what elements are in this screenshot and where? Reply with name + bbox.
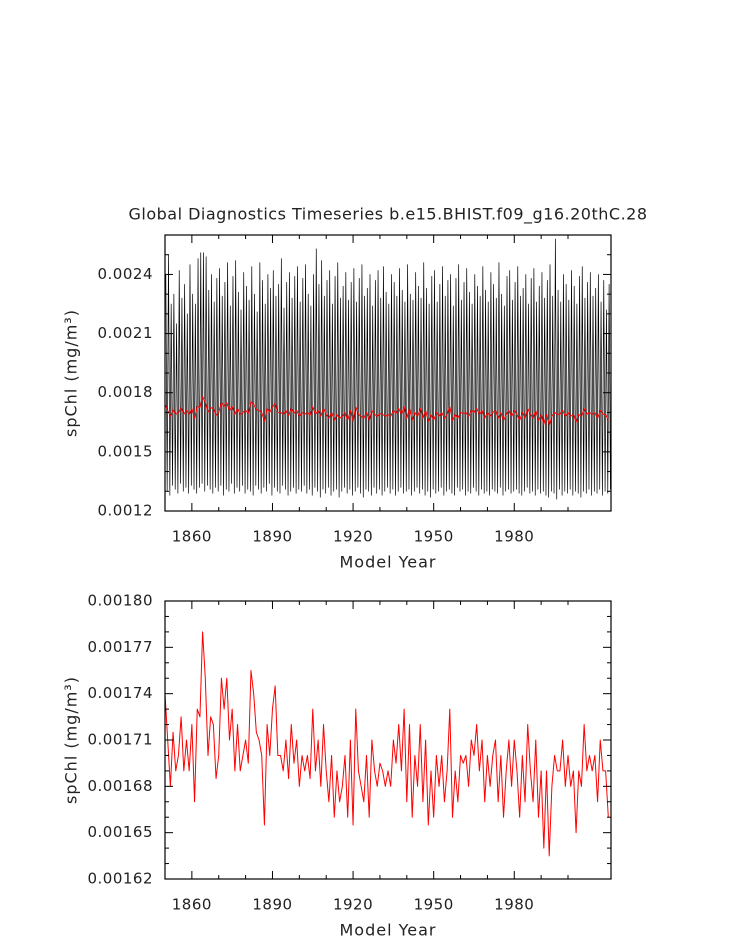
data-line <box>164 396 609 426</box>
x-tick-label: 1890 <box>252 528 292 546</box>
y-tick-label: 0.0021 <box>98 324 154 342</box>
x-tick-label: 1920 <box>333 528 373 546</box>
x-tick-label: 1980 <box>494 896 534 914</box>
y-tick-label: 0.00162 <box>87 870 153 888</box>
x-tick-label: 1980 <box>494 528 534 546</box>
y-tick-label: 0.00174 <box>87 684 153 702</box>
x-tick-label: 1860 <box>172 528 212 546</box>
y-tick-label: 0.0012 <box>98 502 154 520</box>
y-tick-label: 0.0024 <box>98 265 154 283</box>
panel: 1860 1890 1920 1950 1980 0.0012 0.0015 0.0018 0.… <box>62 205 648 572</box>
x-tick-label: 1890 <box>252 896 292 914</box>
y-tick-label: 0.00177 <box>87 638 153 656</box>
data-line <box>165 238 611 500</box>
data-line <box>164 631 609 857</box>
x-tick-label: 1860 <box>172 896 212 914</box>
y-axis-label: spChl (mg/m³) <box>62 676 81 804</box>
y-axis-label: spChl (mg/m³) <box>62 309 81 437</box>
x-tick-label: 1920 <box>333 896 373 914</box>
panel: 1860 1890 1920 1950 1980 0.00162 0.00165 0.0016… <box>62 592 612 940</box>
y-tick-label: 0.00165 <box>87 823 153 841</box>
y-tick-label: 0.00171 <box>87 731 153 749</box>
y-tick-label: 0.00168 <box>87 777 153 795</box>
chart-title: Global Diagnostics Timeseries b.e15.BHIS… <box>128 205 647 225</box>
y-tick-label: 0.0015 <box>98 442 154 460</box>
x-axis-label: Model Year <box>340 553 437 572</box>
y-tick-label: 0.00180 <box>87 592 153 610</box>
x-tick-label: 1950 <box>414 528 454 546</box>
x-axis-label: Model Year <box>340 921 437 940</box>
x-tick-label: 1950 <box>414 896 454 914</box>
y-tick-label: 0.0018 <box>98 383 154 401</box>
